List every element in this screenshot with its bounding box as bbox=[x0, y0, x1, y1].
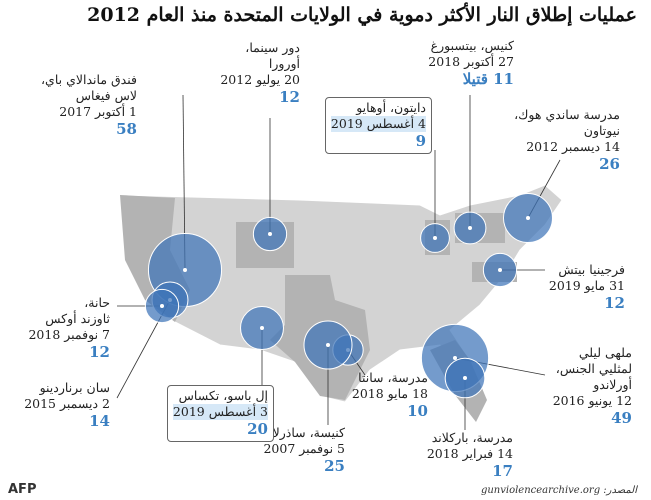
event-label: مدرسة، سانتا 18 مايو 2018 10 bbox=[352, 370, 428, 421]
event-label: حانة، ثاوزند أوكس 7 نوفمبر 2018 12 bbox=[28, 295, 110, 362]
event-label: سان برناردينو 2 ديسمبر 2015 14 bbox=[24, 380, 110, 431]
event-date: 1 أكتوبر 2017 bbox=[59, 104, 137, 119]
event-date: 18 مايو 2018 bbox=[351, 386, 428, 401]
event-date: 3 أغسطس 2019 bbox=[172, 404, 268, 420]
event-label: مدرسة ساندي هوك، نيوتاون 14 ديسمبر 2012 26 bbox=[514, 107, 620, 174]
event-label: كنيسة، ساذرلاند 5 نوفمبر 2007 25 bbox=[263, 425, 345, 476]
event-date: 12 يونيو 2016 bbox=[552, 393, 632, 408]
place-name: فندق ماندالاي باي، bbox=[41, 72, 137, 87]
place-name: أورورا bbox=[268, 56, 300, 71]
site-dot bbox=[268, 232, 272, 236]
death-count: 9 bbox=[415, 132, 426, 150]
event-label: فرجينيا بيتش 31 مايو 2019 12 bbox=[549, 262, 625, 313]
place-name: ملهى ليلي bbox=[578, 345, 632, 360]
place-name: سان برناردينو bbox=[39, 380, 110, 395]
death-count: 14 bbox=[89, 412, 110, 430]
title: عمليات إطلاق النار الأكثر دموية في الولا… bbox=[87, 4, 637, 26]
event-date: 5 نوفمبر 2007 bbox=[263, 441, 345, 456]
place-name: لاس فيغاس bbox=[75, 88, 137, 103]
death-count: 25 bbox=[324, 457, 345, 475]
death-count: 12 bbox=[279, 88, 300, 106]
event-date: 7 نوفمبر 2018 bbox=[28, 327, 110, 342]
site-dot bbox=[260, 326, 264, 330]
death-count: 12 bbox=[89, 343, 110, 361]
site-dot bbox=[468, 226, 472, 230]
event-date: 20 يوليو 2012 bbox=[220, 72, 300, 87]
place-name: دور سينما، bbox=[245, 40, 300, 55]
death-count: 17 bbox=[492, 462, 513, 480]
place-name: دايتون، أوهايو bbox=[356, 100, 426, 115]
place-name: لمثليي الجنس، bbox=[555, 361, 632, 376]
place-name: كنيس، بيتسبورغ bbox=[430, 38, 514, 53]
place-name: نيوتاون bbox=[583, 123, 620, 138]
event-date: 4 أغسطس 2019 bbox=[330, 116, 426, 132]
site-dot bbox=[183, 268, 187, 272]
event-label: دايتون، أوهايو 4 أغسطس 2019 9 bbox=[324, 97, 432, 154]
site-dot bbox=[498, 268, 502, 272]
place-name: فرجينيا بيتش bbox=[558, 262, 625, 277]
event-date: 14 فبراير 2018 bbox=[426, 446, 513, 461]
event-label: مدرسة، باركلاند 14 فبراير 2018 17 bbox=[427, 430, 513, 481]
site-dot bbox=[463, 376, 467, 380]
event-date: 2 ديسمبر 2015 bbox=[24, 396, 110, 411]
place-name: إل باسو، تكساس bbox=[178, 388, 268, 403]
site-dot bbox=[453, 356, 457, 360]
death-count: 11 قتيلا bbox=[462, 70, 514, 88]
place-name: أورلاندو bbox=[593, 377, 632, 392]
event-label: دور سينما، أورورا 20 يوليو 2012 12 bbox=[220, 40, 300, 107]
event-date: 27 أكتوبر 2018 bbox=[428, 54, 514, 69]
site-dot bbox=[326, 343, 330, 347]
place-name: مدرسة، باركلاند bbox=[431, 430, 513, 445]
place-name: مدرسة، سانتا bbox=[358, 370, 428, 385]
death-count: 26 bbox=[599, 155, 620, 173]
event-date: 31 مايو 2019 bbox=[548, 278, 625, 293]
death-count: 12 bbox=[604, 294, 625, 312]
place-name: كنيسة، ساذرلاند bbox=[262, 425, 345, 440]
death-count: 20 bbox=[247, 420, 268, 438]
place-name: حانة، bbox=[84, 295, 110, 310]
event-label: فندق ماندالاي باي، لاس فيغاس 1 أكتوبر 2017… bbox=[41, 72, 137, 139]
logo: AFP bbox=[8, 482, 37, 497]
event-label: إل باسو، تكساس 3 أغسطس 2019 20 bbox=[166, 385, 274, 442]
site-dot bbox=[433, 236, 437, 240]
place-name: مدرسة ساندي هوك، bbox=[514, 107, 620, 122]
place-name: ثاوزند أوكس bbox=[45, 311, 110, 326]
death-count: 10 bbox=[407, 402, 428, 420]
event-label: كنيس، بيتسبورغ 27 أكتوبر 2018 11 قتيلا bbox=[428, 38, 514, 89]
death-count: 58 bbox=[116, 120, 137, 138]
event-label: ملهى ليلي لمثليي الجنس، أورلاندو 12 يونيو 2… bbox=[553, 345, 632, 428]
site-dot bbox=[160, 304, 164, 308]
event-date: 14 ديسمبر 2012 bbox=[526, 139, 620, 154]
death-count: 49 bbox=[611, 409, 632, 427]
site-dot bbox=[526, 216, 530, 220]
source: المصدر: gunviolencearchive.org bbox=[480, 485, 637, 496]
